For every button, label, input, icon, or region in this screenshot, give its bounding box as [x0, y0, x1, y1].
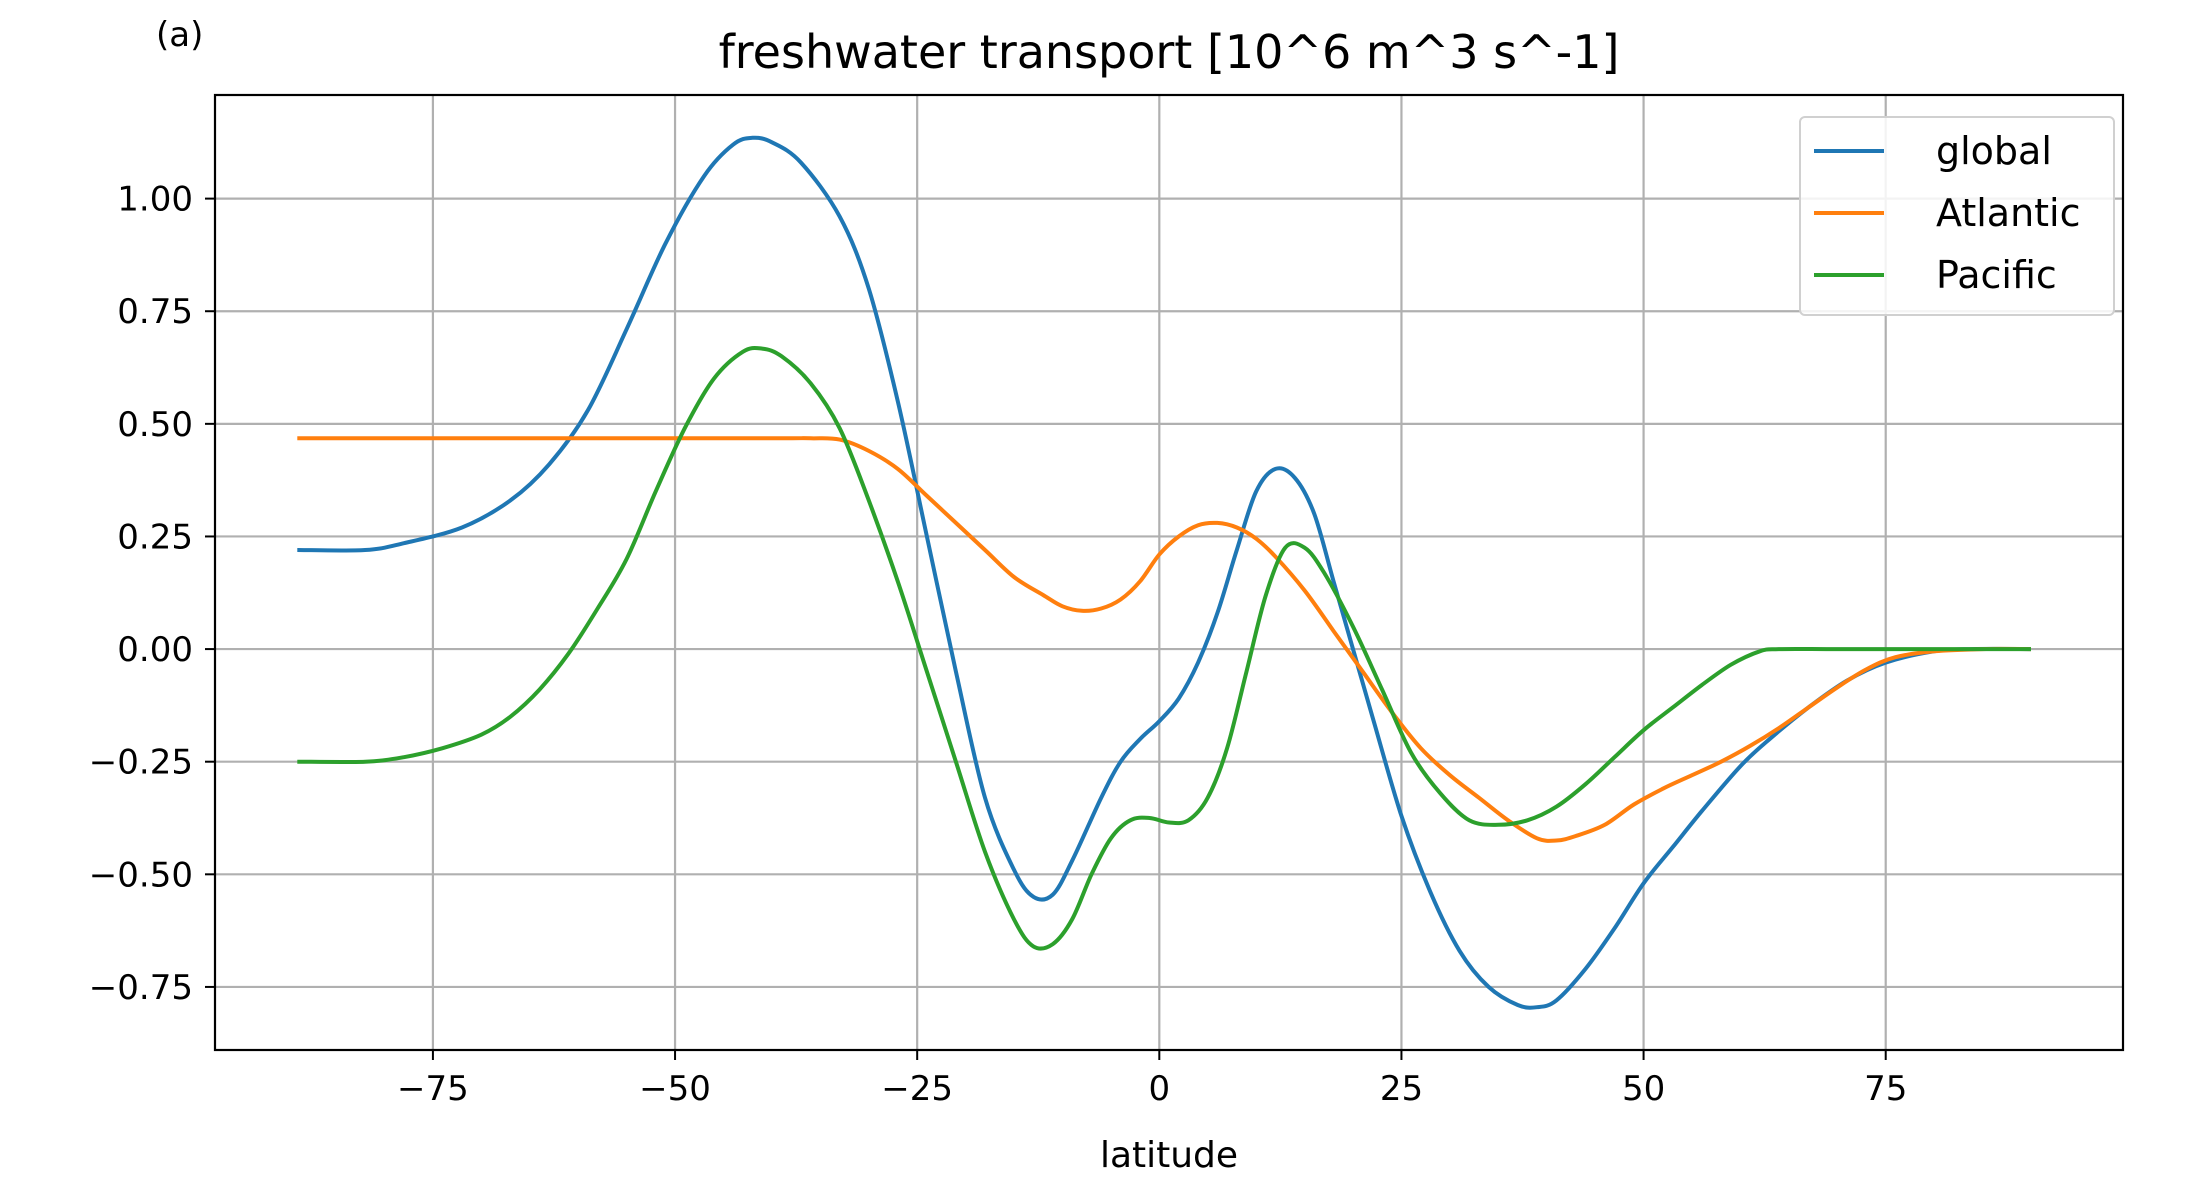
- chart-title: freshwater transport [10^6 m^3 s^-1]: [719, 25, 1620, 79]
- x-tick-label: 75: [1864, 1069, 1907, 1109]
- y-tick-label: 0.00: [117, 630, 193, 670]
- series-line-atlantic: [297, 436, 2032, 843]
- legend-label-atlantic: Atlantic: [1936, 191, 2081, 235]
- x-tick-label: 50: [1622, 1069, 1665, 1109]
- series-layer: [297, 135, 2032, 1010]
- series-line-pacific: [297, 345, 2031, 951]
- series-line-global: [297, 135, 2032, 1010]
- legend-box: [1799, 116, 2115, 316]
- legend: global Atlantic Pacific: [1799, 116, 2115, 316]
- x-tick-label: −75: [397, 1069, 469, 1109]
- x-tick-label: −50: [639, 1069, 711, 1109]
- grid-lines: [215, 95, 2123, 1050]
- y-tick-label: −0.50: [89, 855, 193, 895]
- x-axis-label: latitude: [1100, 1135, 1238, 1176]
- x-tick-label: 0: [1148, 1069, 1170, 1109]
- x-tick-label: −25: [881, 1069, 953, 1109]
- legend-label-pacific: Pacific: [1936, 253, 2057, 297]
- y-tick-label: 1.00: [117, 180, 193, 220]
- legend-label-global: global: [1936, 129, 2052, 173]
- y-tick-label: 0.50: [117, 405, 193, 445]
- axis-ticks: −75 −50 −25 0 25 50 75 1.00 0.75 0.50 0.25 0.00 −0.2…: [89, 180, 1908, 1109]
- panel-label: (a): [156, 15, 203, 55]
- x-tick-label: 25: [1380, 1069, 1423, 1109]
- y-tick-label: 0.25: [117, 517, 193, 557]
- axes-frame: [213, 93, 2125, 1052]
- y-tick-label: −0.75: [89, 968, 193, 1008]
- y-tick-label: 0.75: [117, 292, 193, 332]
- y-tick-label: −0.25: [89, 743, 193, 783]
